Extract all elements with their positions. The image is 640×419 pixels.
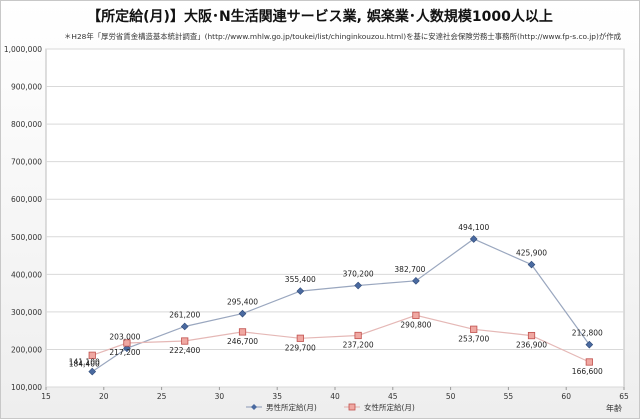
female-point [181, 337, 189, 345]
female-data-label: 184,400 [69, 359, 100, 368]
y-tick-label: 600,000 [11, 195, 42, 204]
x-tick-label: 40 [330, 392, 340, 401]
female-point [238, 328, 247, 336]
male-point [469, 235, 478, 243]
male-data-label: 425,900 [516, 249, 547, 258]
male-point [296, 287, 305, 295]
male-data-label: 370,200 [343, 270, 374, 279]
male-point [585, 340, 594, 349]
male-data-label: 212,800 [572, 329, 603, 338]
female-data-label: 236,900 [516, 341, 547, 350]
x-tick-label: 60 [561, 392, 571, 401]
female-data-label: 217,200 [109, 348, 140, 357]
female-point [527, 331, 536, 340]
male-data-label: 355,400 [285, 275, 316, 284]
female-data-label: 237,200 [343, 340, 374, 349]
series-line-male [91, 238, 590, 373]
female-point [412, 311, 420, 319]
x-tick-label: 25 [157, 392, 167, 401]
male-data-label: 203,000 [109, 332, 140, 341]
source-note: ＊H28年「厚労省賃金構造基本統計調査」(http://www.mhlw.go.… [64, 32, 622, 41]
female-data-label: 290,800 [400, 320, 431, 329]
female-data-label: 253,700 [458, 334, 489, 343]
female-point [88, 351, 96, 359]
plot-area [45, 48, 625, 388]
male-point [88, 367, 97, 376]
male-data-label: 295,400 [227, 298, 258, 307]
x-tick-label: 30 [215, 392, 225, 401]
y-tick-label: 200,000 [11, 345, 42, 354]
x-tick-label: 45 [388, 392, 398, 401]
male-point [412, 277, 420, 285]
y-tick-label: 400,000 [11, 270, 42, 279]
x-tick-label: 35 [272, 392, 282, 401]
chart-title: 【所定給(月)】大阪･N生活関連サービス業, 娯楽業･人数規模1000人以上 [87, 9, 553, 25]
x-tick-label: 50 [446, 392, 456, 401]
y-tick-label: 300,000 [11, 308, 42, 317]
male-data-label: 382,700 [394, 265, 425, 274]
y-tick-label: 100,000 [11, 383, 42, 392]
legend-marker-female [348, 403, 356, 411]
y-tick-label: 800,000 [11, 120, 42, 129]
female-data-label: 246,700 [227, 337, 258, 346]
female-point [585, 358, 593, 366]
male-point [180, 322, 189, 331]
male-data-label: 141,100 [69, 358, 100, 367]
series-line-female [91, 314, 590, 363]
female-point [354, 331, 362, 340]
male-data-label: 261,200 [169, 310, 200, 319]
male-point [238, 309, 247, 318]
x-tick-label: 15 [41, 392, 51, 401]
legend-label-female: 女性所定給(月) [364, 402, 415, 412]
male-point [123, 344, 131, 353]
y-tick-label: 900,000 [11, 83, 42, 92]
y-tick-label: 700,000 [11, 158, 42, 167]
y-tick-label: 500,000 [11, 233, 42, 242]
x-tick-label: 20 [99, 392, 109, 401]
male-data-label: 494,100 [458, 223, 489, 232]
female-point [470, 325, 478, 333]
x-tick-label: 55 [504, 392, 514, 401]
female-data-label: 166,600 [572, 367, 603, 376]
legend-label-male: 男性所定給(月) [266, 402, 317, 412]
x-axis-label: 年齢 [606, 403, 622, 413]
female-point [296, 334, 304, 342]
legend-marker-male [251, 404, 257, 410]
female-data-label: 229,700 [285, 343, 316, 352]
x-tick-label: 65 [619, 392, 629, 401]
female-point [123, 339, 131, 347]
y-tick-label: 1,000,000 [4, 45, 42, 54]
male-point [354, 281, 362, 290]
female-data-label: 222,400 [169, 346, 200, 355]
male-point [527, 260, 536, 269]
